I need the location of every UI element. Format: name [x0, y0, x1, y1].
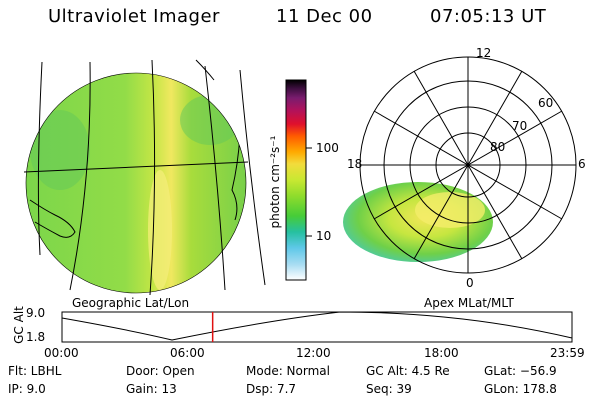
info-seq: Seq: 39: [366, 382, 412, 396]
info-glat: GLat: −56.9: [484, 364, 557, 378]
instrument-title: Ultraviolet Imager: [48, 6, 220, 27]
apex-caption: Apex MLat/MLT: [424, 296, 514, 310]
geographic-caption: Geographic Lat/Lon: [72, 296, 190, 310]
info-gc-alt: GC Alt: 4.5 Re: [366, 364, 450, 378]
info-ip: IP: 9.0: [8, 382, 46, 396]
date-label: 11 Dec 00: [276, 6, 373, 27]
info-mode: Mode: Normal: [246, 364, 330, 378]
mlat-label-70: 70: [512, 119, 528, 133]
info-door: Door: Open: [126, 364, 195, 378]
colorbar-tick-100: 100: [316, 141, 339, 155]
mlt-label-6: 6: [578, 157, 586, 171]
colorbar-unit-label: photon cm⁻²s⁻¹: [268, 135, 282, 229]
info-dsp: Dsp: 7.7: [246, 382, 297, 396]
mlat-label-60: 60: [538, 96, 554, 110]
polar-plot: [343, 56, 577, 274]
info-gain: Gain: 13: [126, 382, 177, 396]
colorbar-tick-10: 10: [316, 229, 332, 243]
timeline-xtick-0600: 06:00: [170, 346, 205, 360]
timeline-xtick-1800: 18:00: [424, 346, 459, 360]
timeline-ytick-top: 9.0: [26, 306, 46, 320]
timeline-xtick-1200: 12:00: [296, 346, 331, 360]
mlat-label-80: 80: [490, 140, 506, 154]
timeline-xtick-0000: 00:00: [44, 346, 79, 360]
mlt-label-0: 0: [466, 276, 474, 290]
timeline-ylabel: GC Alt: [12, 306, 26, 344]
time-label: 07:05:13 UT: [430, 6, 547, 27]
geographic-image: [23, 59, 266, 296]
info-filter: Flt: LBHL: [8, 364, 62, 378]
mlt-label-12: 12: [476, 46, 492, 60]
timeline-ytick-bottom: 1.8: [26, 330, 46, 344]
mlt-label-18: 18: [347, 157, 363, 171]
timeline-xtick-2359: 23:59: [550, 346, 585, 360]
info-glon: GLon: 178.8: [484, 382, 557, 396]
colorbar: [285, 79, 312, 281]
timeline-plot: [61, 311, 573, 343]
